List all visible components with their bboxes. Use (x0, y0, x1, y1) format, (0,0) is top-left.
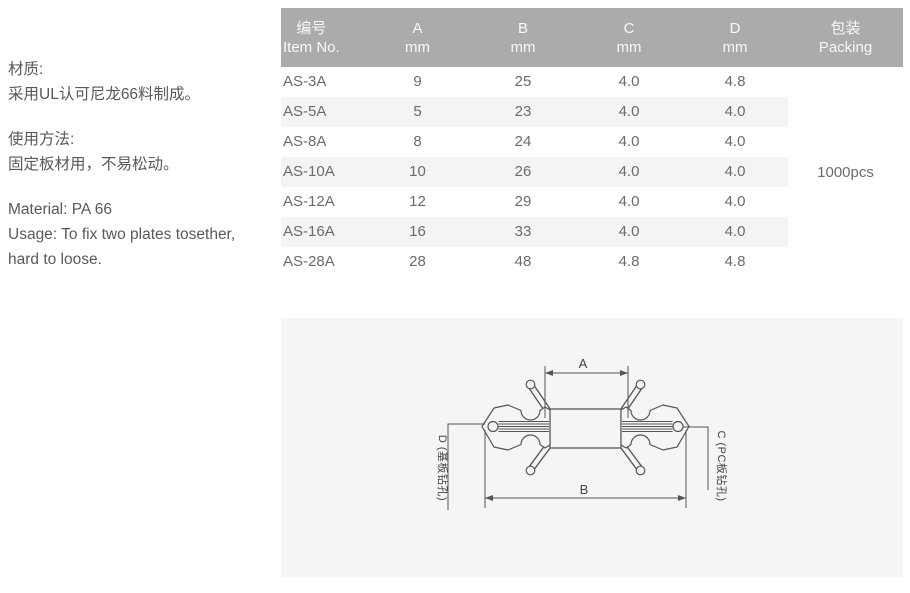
header-item-no: 编号 Item No. (281, 8, 365, 67)
part-drawing: A B D (基板钻孔) C (PC板钻孔) (436, 356, 729, 510)
cell-b: 24 (514, 133, 532, 150)
table-row: AS-28A 28 48 4.8 4.8 (281, 247, 788, 277)
header-a-unit: mm (405, 38, 430, 56)
header-col-c: C mm (576, 8, 682, 67)
cell-a: 9 (413, 73, 422, 90)
header-d-label: D (729, 19, 741, 37)
table-row: AS-5A 5 23 4.0 4.0 (281, 97, 788, 127)
dim-b-label: B (580, 482, 589, 497)
packing-value: 1000pcs (788, 67, 903, 277)
cell-item: AS-3A (283, 73, 327, 90)
header-packing-en: Packing (818, 38, 873, 56)
cell-d: 4.8 (724, 73, 746, 90)
left-hole-label: D (基板钻孔) (436, 435, 450, 501)
cell-c: 4.0 (618, 103, 640, 120)
usage-en-line2: hard to loose. (8, 251, 102, 268)
cell-a: 5 (413, 103, 422, 120)
material-zh-paragraph: 材质: 采用UL认可尼龙66料制成。 (8, 57, 276, 107)
table-row: AS-16A 16 33 4.0 4.0 (281, 217, 788, 247)
usage-zh-title: 使用方法: (8, 131, 75, 148)
cell-item: AS-8A (283, 133, 327, 150)
cell-a: 12 (409, 193, 426, 210)
cell-b: 23 (514, 103, 532, 120)
header-packing: 包装 Packing (788, 8, 903, 67)
english-paragraph: Material: PA 66 Usage: To fix two plates… (8, 197, 276, 272)
material-en: Material: PA 66 (8, 201, 112, 218)
header-a-label: A (412, 19, 423, 37)
cell-b: 26 (514, 163, 532, 180)
cell-b: 33 (514, 223, 532, 240)
dim-a-label: A (579, 356, 588, 371)
header-col-d: D mm (682, 8, 788, 67)
leg-tip (525, 465, 536, 476)
right-hole-label: C (PC板钻孔) (715, 430, 729, 501)
header-c-unit: mm (616, 38, 642, 56)
cell-d: 4.0 (724, 103, 746, 120)
cell-c: 4.0 (618, 73, 640, 90)
usage-zh-paragraph: 使用方法: 固定板材用，不易松动。 (8, 127, 276, 177)
cell-item: AS-28A (283, 253, 335, 270)
leg-tip (635, 465, 646, 476)
header-col-b: B mm (470, 8, 576, 67)
header-col-a: A mm (365, 8, 470, 67)
cell-d: 4.0 (724, 193, 746, 210)
cell-a: 28 (409, 253, 426, 270)
header-item-en: Item No. (283, 39, 340, 56)
cell-item: AS-16A (283, 223, 335, 240)
cell-a: 16 (409, 223, 426, 240)
left-clip (481, 404, 551, 451)
table-row: AS-3A 9 25 4.0 4.8 (281, 67, 788, 97)
header-item-zh: 编号 (296, 20, 327, 37)
cell-c: 4.8 (618, 253, 640, 270)
cell-c: 4.0 (618, 193, 640, 210)
cell-b: 25 (514, 73, 532, 90)
table-row: AS-12A 12 29 4.0 4.0 (281, 187, 788, 217)
material-zh-title: 材质: (8, 61, 44, 78)
table-body: AS-3A 9 25 4.0 4.8 AS-5A 5 23 4.0 4.0 AS… (281, 67, 903, 277)
cell-d: 4.0 (724, 133, 746, 150)
right-clip (620, 404, 690, 451)
table-header: 编号 Item No. A mm B mm C mm D mm 包装 (281, 8, 903, 67)
leg-tip (635, 379, 646, 390)
cell-c: 4.0 (618, 223, 640, 240)
spec-table: 编号 Item No. A mm B mm C mm D mm 包装 (281, 8, 903, 277)
cell-c: 4.0 (618, 133, 640, 150)
header-packing-zh: 包装 (830, 19, 861, 37)
cell-item: AS-5A (283, 103, 327, 120)
cell-d: 4.0 (724, 223, 746, 240)
table-row: AS-8A 8 24 4.0 4.0 (281, 127, 788, 157)
cell-d: 4.0 (724, 163, 746, 180)
left-hole (487, 420, 499, 433)
technical-drawing-panel: A B D (基板钻孔) C (PC板钻孔) (281, 318, 903, 577)
table-row: AS-10A 10 26 4.0 4.0 (281, 157, 788, 187)
usage-en-line1: Usage: To fix two plates tosether, (8, 226, 236, 243)
header-d-unit: mm (722, 38, 748, 56)
leg-tip (525, 379, 536, 390)
part-body (549, 408, 622, 449)
callout-d: D (基板钻孔) (436, 423, 485, 510)
cell-a: 10 (409, 163, 426, 180)
cell-c: 4.0 (618, 163, 640, 180)
description-block: 材质: 采用UL认可尼龙66料制成。 使用方法: 固定板材用，不易松动。 Mat… (8, 57, 276, 292)
cell-b: 29 (514, 193, 532, 210)
cell-d: 4.8 (724, 253, 746, 270)
cell-a: 8 (413, 133, 422, 150)
cell-item: AS-10A (283, 163, 335, 180)
callout-c: C (PC板钻孔) (683, 426, 729, 502)
dimension-b: B (484, 430, 687, 508)
usage-zh-body: 固定板材用，不易松动。 (8, 156, 179, 173)
right-hole (672, 420, 684, 433)
material-zh-body: 采用UL认可尼龙66料制成。 (8, 86, 201, 103)
header-c-label: C (623, 19, 635, 37)
cell-item: AS-12A (283, 193, 335, 210)
dimension-a: A (544, 356, 629, 418)
header-b-unit: mm (510, 38, 536, 56)
cell-b: 48 (514, 253, 532, 270)
header-b-label: B (517, 19, 528, 37)
